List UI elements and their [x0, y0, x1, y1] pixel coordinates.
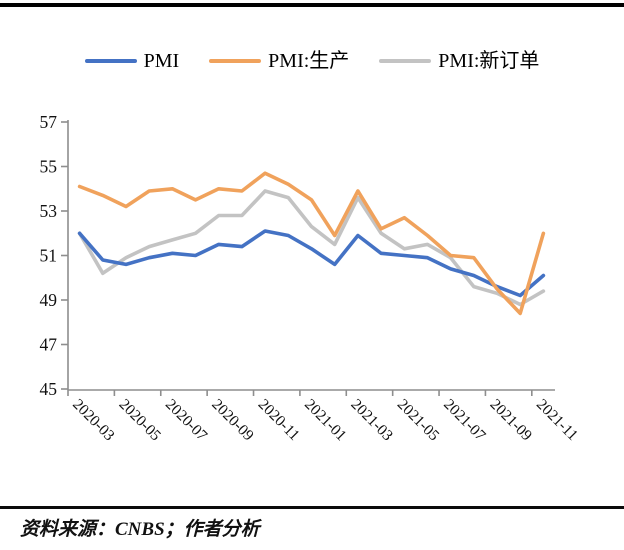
y-axis-tick-label: 53 — [40, 201, 58, 221]
legend-label-pmi-new-orders: PMI:新订单 — [438, 50, 540, 72]
x-axis-tick-label: 2021-01 — [301, 396, 350, 445]
x-axis-tick-label: 2020-05 — [116, 396, 165, 445]
legend-label-pmi-production: PMI:生产 — [268, 50, 350, 72]
x-axis-tick-label: 2021-11 — [533, 396, 581, 444]
y-axis-tick-label: 49 — [40, 290, 58, 310]
y-axis-tick-label: 57 — [40, 112, 58, 132]
y-axis-tick-label: 55 — [40, 157, 58, 177]
x-axis-tick-label: 2021-09 — [487, 396, 536, 445]
series-line-pmi-production — [77, 171, 546, 316]
y-axis-tick-label: 47 — [40, 335, 58, 355]
pmi-production-line-swatch-icon — [209, 59, 262, 63]
pmi-line-chart: 454749515355572020-032020-052020-072020-… — [40, 112, 582, 445]
legend-label-pmi: PMI — [143, 50, 180, 72]
legend-item-pmi-new-orders: PMI:新订单 — [379, 51, 539, 71]
series-line-pmi — [77, 229, 546, 298]
top-divider-rule — [0, 3, 624, 7]
x-axis-tick-label: 2021-05 — [394, 396, 443, 445]
bottom-divider-rule — [0, 506, 624, 509]
y-axis-tick-label: 51 — [40, 246, 58, 266]
y-axis-tick-label: 45 — [40, 379, 58, 399]
x-axis-tick-label: 2020-03 — [69, 396, 118, 445]
pmi-line-swatch-icon — [84, 59, 137, 63]
x-axis-tick-label: 2020-07 — [162, 396, 211, 445]
x-axis-tick-label: 2020-11 — [255, 396, 303, 444]
legend-item-pmi: PMI — [84, 50, 180, 72]
series-line-pmi-new-orders — [77, 189, 546, 307]
x-axis-tick-label: 2020-09 — [208, 396, 257, 445]
source-note: 资料来源：CNBS；作者分析 — [20, 519, 260, 540]
pmi-new-orders-line-swatch-icon — [379, 59, 432, 63]
chart-legend: PMI PMI:生产 PMI:新订单 — [0, 46, 624, 76]
x-axis-tick-label: 2021-07 — [440, 396, 489, 445]
legend-item-pmi-production: PMI:生产 — [209, 51, 349, 71]
x-axis-tick-label: 2021-03 — [347, 396, 396, 445]
